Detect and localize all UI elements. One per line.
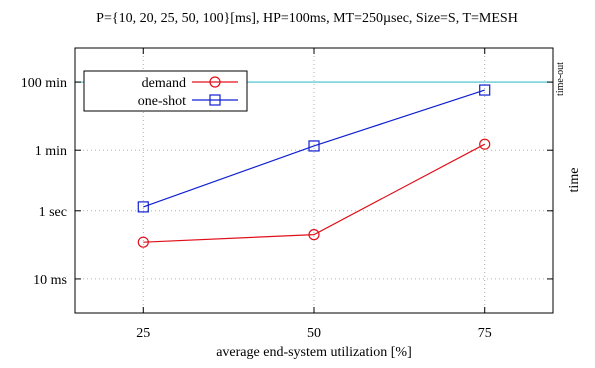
- data-point-one-shot: [137, 201, 149, 213]
- chart-title: P={10, 20, 25, 50, 100}[ms], HP=100ms, M…: [96, 11, 518, 26]
- y-tick-label: 10 ms: [33, 273, 67, 288]
- data-point-one-shot: [479, 84, 491, 96]
- data-point-demand: [479, 138, 491, 150]
- x-tick-label: 50: [307, 326, 321, 341]
- x-tick-label: 25: [136, 326, 150, 341]
- legend-label: one-shot: [138, 94, 186, 109]
- legend-label: demand: [142, 76, 186, 91]
- legend-marker: [209, 94, 221, 106]
- series-layer: [137, 84, 491, 248]
- series-line-one-shot: [143, 89, 485, 208]
- data-point-one-shot: [308, 140, 320, 152]
- legend-marker: [209, 76, 221, 88]
- x-axis-label: average end-system utilization [%]: [216, 345, 412, 360]
- y-tick-label: 1 min: [35, 144, 67, 159]
- axis-ticks: 25 50 75 10 ms 1 sec 1 min 100 min: [21, 48, 553, 341]
- y-axis-label: time: [567, 168, 582, 193]
- data-point-demand: [137, 236, 149, 248]
- y-tick-label: 1 sec: [39, 205, 67, 220]
- series-line-demand: [143, 143, 485, 243]
- x-tick-label: 75: [478, 326, 492, 341]
- y-tick-label: 100 min: [21, 76, 67, 91]
- legend: demand one-shot: [83, 70, 248, 112]
- data-point-demand: [308, 229, 320, 241]
- timeout-label: time-out: [555, 62, 566, 96]
